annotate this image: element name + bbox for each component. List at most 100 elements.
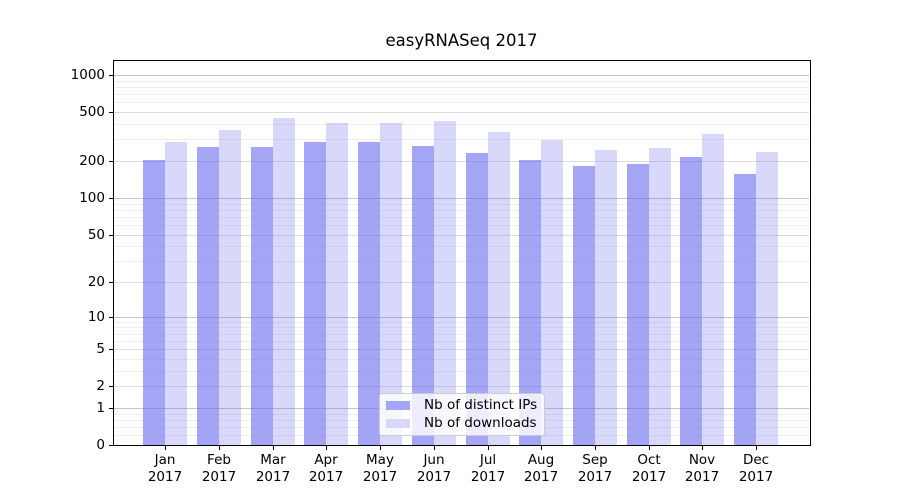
y-tick-mark	[109, 386, 113, 387]
chart-title: easyRNASeq 2017	[385, 31, 538, 50]
y-tick-label: 200	[79, 153, 105, 169]
bar-distinct-ips-11	[734, 173, 756, 445]
bar-distinct-ips-7	[519, 160, 542, 445]
gridline-minor	[114, 322, 809, 323]
x-tick-label: Mar 2017	[255, 452, 291, 485]
y-tick-mark	[109, 198, 113, 199]
bar-downloads-9	[648, 147, 671, 445]
y-tick-mark	[109, 235, 113, 236]
gridline-minor	[114, 225, 809, 226]
x-tick-mark	[756, 446, 757, 450]
bar-distinct-ips-8	[572, 165, 595, 445]
gridline-major	[114, 317, 809, 318]
bar-downloads-6	[487, 132, 510, 445]
legend: Nb of distinct IPs Nb of downloads	[379, 393, 545, 436]
bar-downloads-4	[380, 123, 403, 445]
x-tick-mark	[488, 446, 489, 450]
y-tick-mark	[109, 112, 113, 113]
gridline	[114, 235, 809, 236]
legend-swatch-distinct-ips	[386, 401, 410, 411]
y-tick-mark	[109, 75, 113, 76]
gridline-minor	[114, 81, 809, 82]
bar-distinct-ips-6	[465, 153, 488, 445]
gridline-minor	[114, 204, 809, 205]
bar-distinct-ips-10	[680, 156, 703, 445]
bar-downloads-2	[272, 118, 295, 445]
plot-spine-top	[113, 60, 811, 61]
y-tick-label: 1	[96, 400, 105, 416]
gridline-minor	[114, 246, 809, 247]
gridline-minor	[114, 87, 809, 88]
x-tick-label: May 2017	[362, 452, 398, 485]
x-tick-label: Jan 2017	[147, 452, 183, 485]
gridline-minor	[114, 217, 809, 218]
y-tick-label: 2	[96, 378, 105, 394]
gridline	[114, 386, 809, 387]
gridline-minor	[114, 139, 809, 140]
y-tick-label: 100	[79, 190, 105, 206]
bar-downloads-7	[541, 140, 564, 445]
bar-distinct-ips-2	[250, 147, 273, 445]
x-tick-mark	[702, 446, 703, 450]
x-tick-mark	[380, 446, 381, 450]
bar-distinct-ips-1	[197, 147, 219, 445]
y-tick-mark	[109, 317, 113, 318]
y-tick-label: 10	[87, 309, 105, 325]
bar-downloads-1	[219, 129, 241, 445]
gridline-minor	[114, 341, 809, 342]
y-tick-mark	[109, 349, 113, 350]
x-tick-label: Jun 2017	[416, 452, 452, 485]
x-tick-label: Aug 2017	[523, 452, 559, 485]
gridline-minor	[114, 327, 809, 328]
bar-distinct-ips-9	[626, 163, 649, 445]
x-tick-mark	[649, 446, 650, 450]
y-tick-mark	[109, 161, 113, 162]
bar-downloads-3	[326, 122, 349, 445]
bar-downloads-10	[702, 133, 725, 445]
x-tick-mark	[595, 446, 596, 450]
y-tick-label: 1000	[70, 67, 105, 83]
gridline	[114, 282, 809, 283]
plot-spine-left	[113, 60, 114, 446]
plot-spine-right	[810, 60, 811, 446]
legend-label-distinct-ips: Nb of distinct IPs	[424, 397, 538, 414]
x-tick-label: Dec 2017	[738, 452, 774, 485]
legend-item-downloads: Nb of downloads	[386, 414, 544, 431]
gridline	[114, 349, 809, 350]
gridline-minor	[114, 371, 809, 372]
x-tick-mark	[541, 446, 542, 450]
gridline-minor	[114, 124, 809, 125]
y-tick-mark	[109, 282, 113, 283]
gridline-minor	[114, 102, 809, 103]
x-tick-label: Oct 2017	[631, 452, 667, 485]
x-tick-label: Sep 2017	[577, 452, 613, 485]
gridline-minor	[114, 261, 809, 262]
legend-item-distinct-ips: Nb of distinct IPs	[386, 398, 544, 413]
bar-distinct-ips-4	[358, 142, 381, 445]
gridline-minor	[114, 94, 809, 95]
bar-downloads-8	[594, 149, 617, 445]
x-tick-label: Jul 2017	[470, 452, 506, 485]
y-tick-label: 0	[96, 437, 105, 453]
y-tick-mark	[109, 445, 113, 446]
x-tick-label: Nov 2017	[684, 452, 720, 485]
legend-label-downloads: Nb of downloads	[424, 414, 537, 431]
y-tick-label: 500	[79, 104, 105, 120]
x-tick-label: Feb 2017	[201, 452, 237, 485]
bar-distinct-ips-0	[143, 159, 166, 445]
gridline-minor	[114, 359, 809, 360]
y-tick-label: 50	[87, 227, 105, 243]
gridline	[114, 112, 809, 113]
y-tick-label: 5	[96, 341, 105, 357]
gridline-major	[114, 198, 809, 199]
x-tick-mark	[273, 446, 274, 450]
x-tick-label: Apr 2017	[308, 452, 344, 485]
gridline-minor	[114, 334, 809, 335]
bar-downloads-5	[433, 120, 456, 445]
x-tick-mark	[434, 446, 435, 450]
gridline-major	[114, 75, 809, 76]
y-tick-mark	[109, 408, 113, 409]
x-tick-mark	[326, 446, 327, 450]
bar-distinct-ips-5	[411, 145, 434, 445]
